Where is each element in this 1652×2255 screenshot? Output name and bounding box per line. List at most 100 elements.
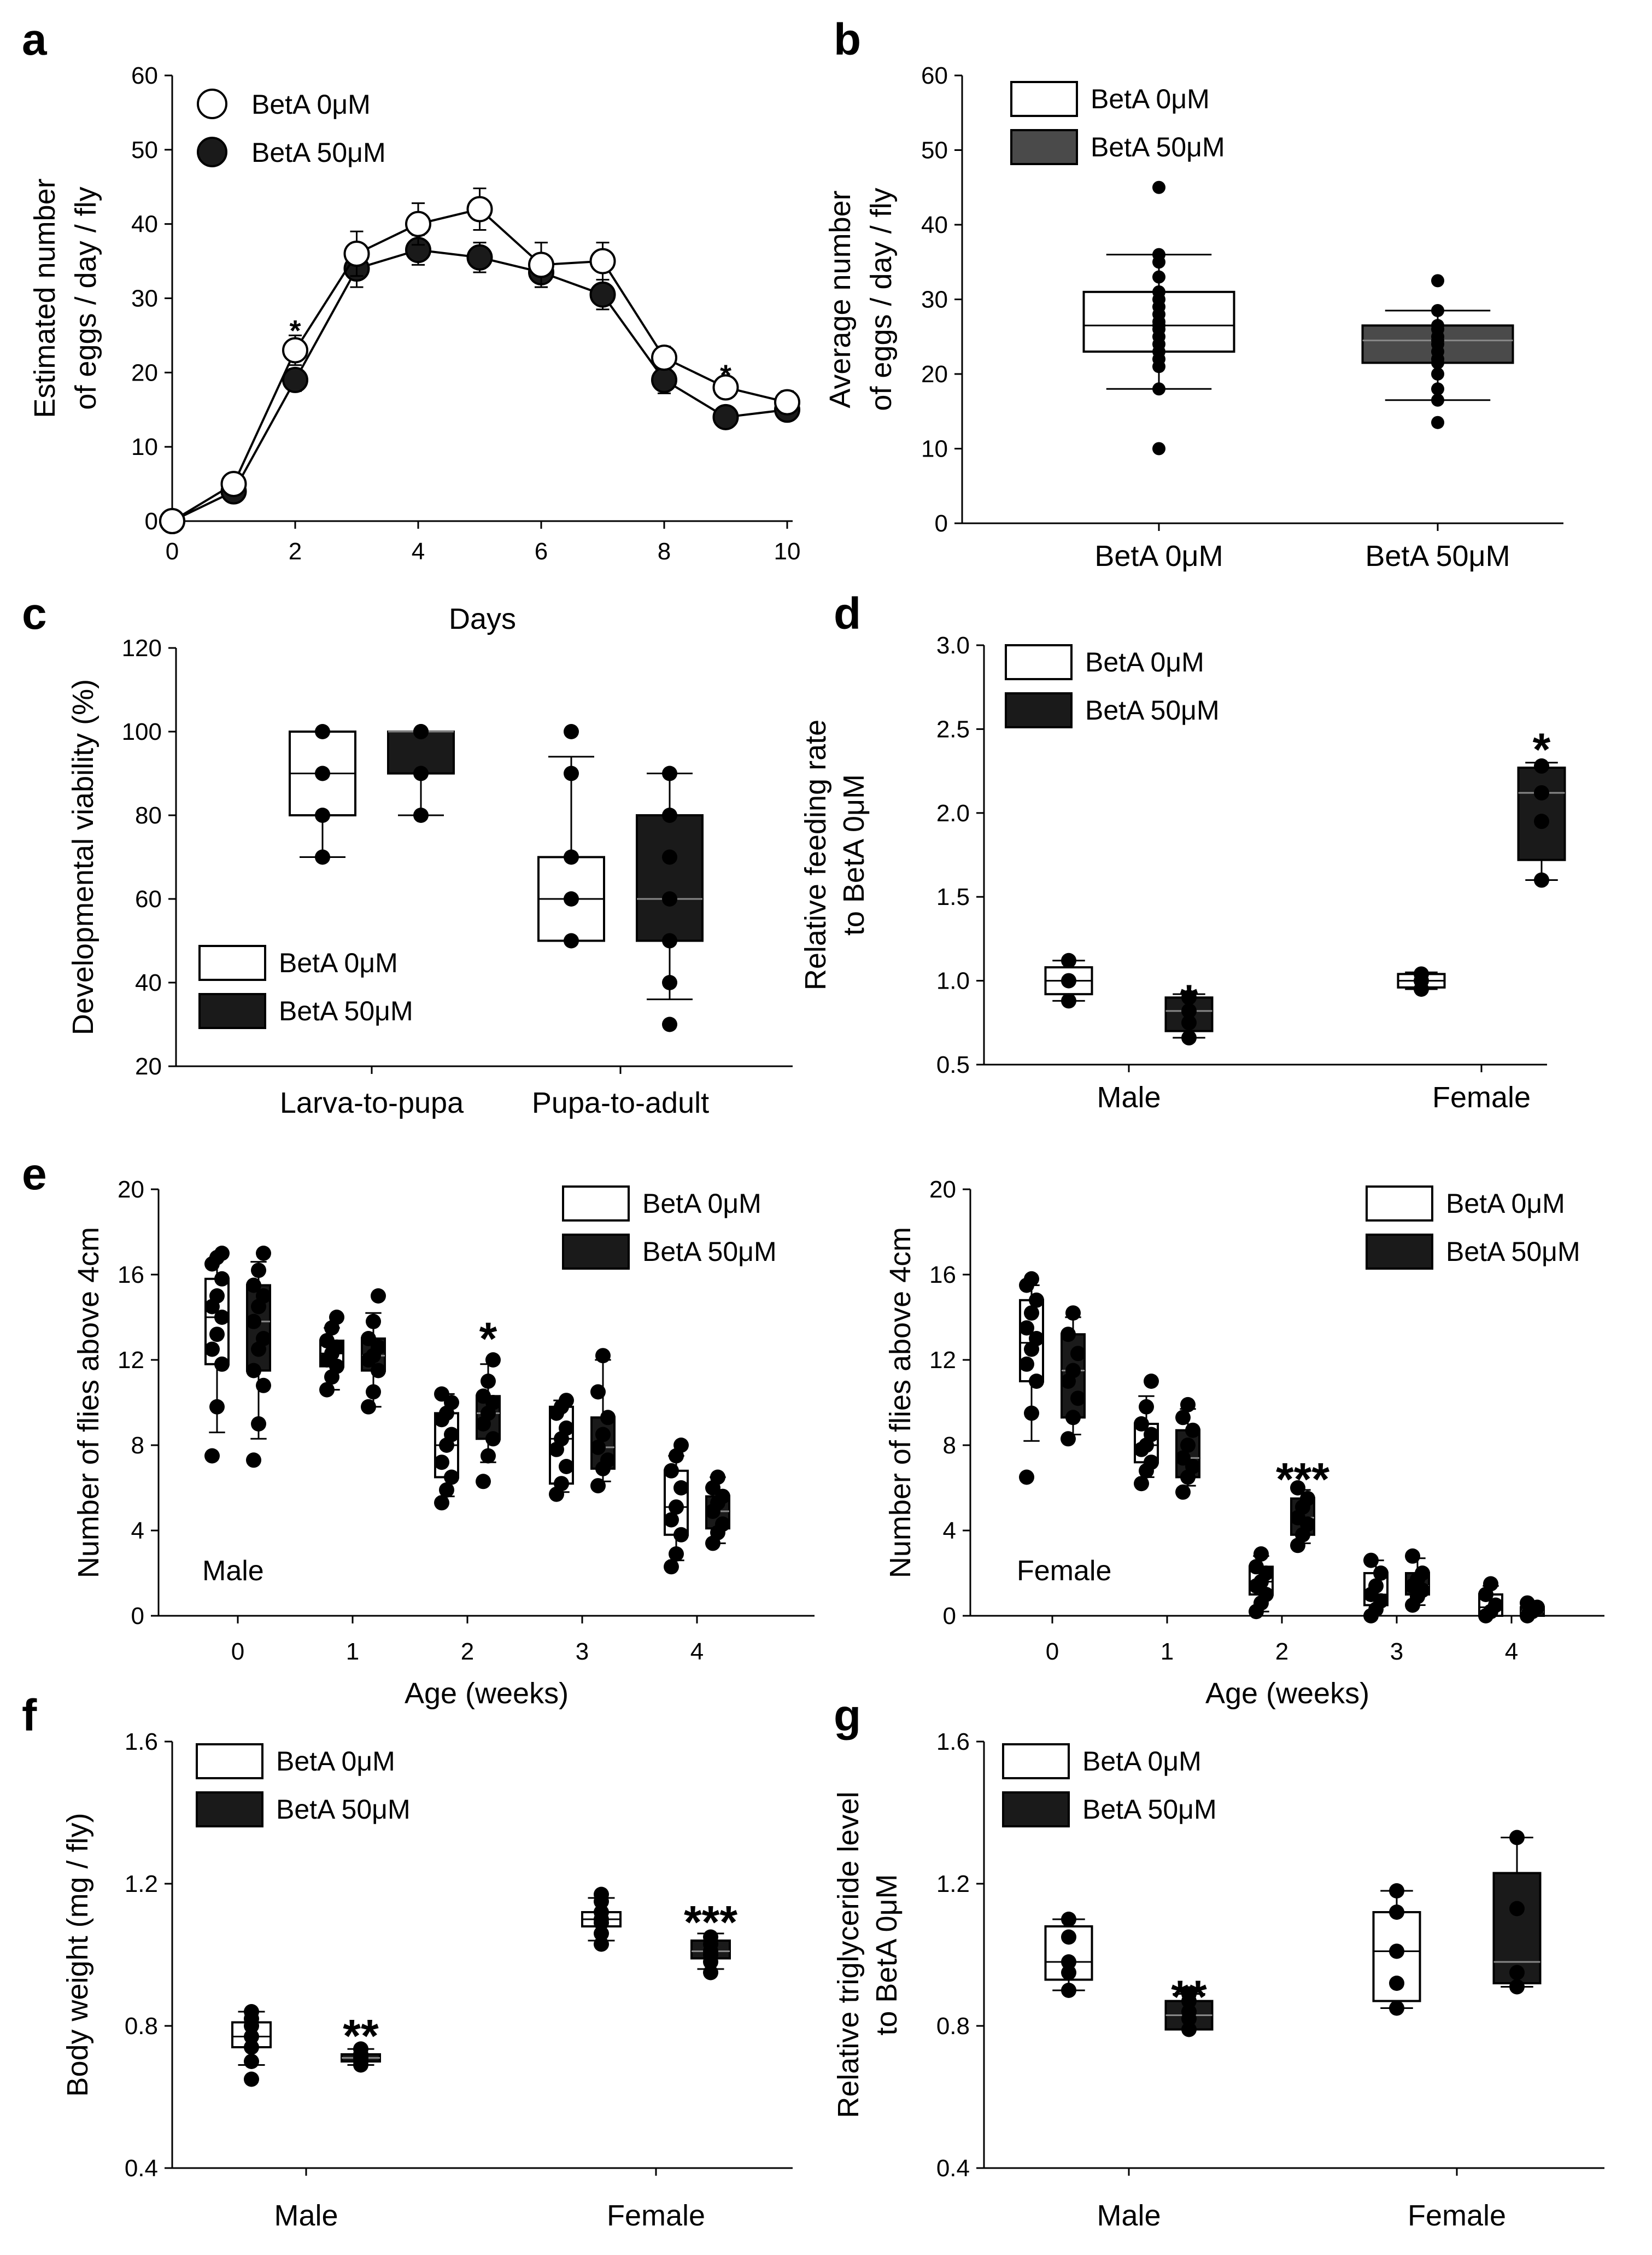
data-point [1488, 1597, 1503, 1613]
y-tick-label: 50 [921, 137, 948, 164]
legend-marker [197, 137, 227, 167]
data-point [712, 374, 739, 401]
x-tick-label: 1 [346, 1638, 359, 1665]
x-axis-label: Days [449, 603, 516, 635]
y-tick-label: 50 [131, 137, 158, 163]
y-axis-label: Relative triglyceride level [832, 1791, 865, 2118]
data-point [1019, 1320, 1034, 1336]
data-point [1144, 1427, 1159, 1442]
x-category-label: BetA 0μM [1094, 540, 1223, 572]
significance-star: * [479, 1313, 497, 1364]
data-point [1152, 248, 1165, 261]
y-tick-label: 8 [943, 1432, 956, 1459]
data-point [710, 1469, 725, 1485]
data-point [1431, 303, 1444, 317]
data-point [1029, 1374, 1044, 1389]
data-point [405, 211, 431, 237]
data-point [712, 404, 739, 430]
data-point [1253, 1546, 1269, 1562]
data-point [244, 2071, 259, 2087]
x-tick-label: 0 [166, 538, 179, 565]
y-tick-label: 16 [118, 1261, 144, 1288]
data-point [589, 281, 616, 308]
data-point [673, 1480, 689, 1495]
data-point [594, 1936, 609, 1952]
data-point [476, 1388, 491, 1404]
data-point [703, 1929, 718, 1945]
data-point [209, 1399, 225, 1415]
data-point [774, 389, 800, 416]
y-tick-label: 1.6 [936, 1728, 970, 1755]
data-point [485, 1431, 501, 1447]
data-point [589, 248, 616, 274]
data-point [1144, 1454, 1159, 1470]
y-tick-label: 0 [145, 508, 158, 535]
data-point [353, 2041, 368, 2057]
legend-label: BetA 0μM [1085, 647, 1204, 677]
data-point [1065, 1363, 1081, 1378]
data-point [256, 1246, 271, 1261]
data-point [590, 1439, 606, 1455]
x-tick-label: 0 [231, 1638, 244, 1665]
panel-letter-c: c [22, 589, 47, 639]
x-tick-label: 10 [774, 538, 801, 565]
legend-label: BetA 0μM [276, 1746, 395, 1777]
data-point [1181, 1030, 1197, 1045]
data-point [564, 766, 579, 781]
legend-label: BetA 0μM [1091, 84, 1210, 114]
data-point [214, 1356, 230, 1372]
data-point [564, 891, 579, 907]
data-point [1373, 1565, 1389, 1581]
data-point [1368, 1578, 1384, 1594]
data-point [528, 252, 554, 278]
y-tick-label: 10 [921, 436, 948, 463]
data-point [1249, 1559, 1264, 1575]
y-axis-label: Number of flies above 4cm [72, 1227, 105, 1578]
legend-label: BetA 50μM [1446, 1236, 1580, 1267]
data-point [282, 337, 308, 364]
x-category-label: Pupa-to-adult [532, 1086, 709, 1119]
data-point [361, 1399, 376, 1415]
significance-star: ** [1171, 1971, 1207, 2023]
data-point [662, 849, 677, 865]
data-point [1061, 953, 1076, 968]
data-point [439, 1482, 454, 1498]
data-point [1509, 1830, 1525, 1845]
data-point [1483, 1576, 1498, 1592]
data-point [595, 1427, 611, 1442]
data-point [1431, 416, 1444, 429]
y-tick-label: 0.4 [125, 2155, 158, 2182]
data-point [1065, 1305, 1081, 1321]
legend-label: BetA 0μM [1446, 1188, 1565, 1219]
data-point [1534, 814, 1549, 829]
panel-letter-f: f [22, 1691, 37, 1740]
legend-swatch [198, 945, 266, 981]
data-point [315, 849, 330, 865]
data-point [1152, 442, 1165, 455]
data-point [1431, 274, 1444, 288]
legend-swatch [1366, 1185, 1433, 1222]
data-point [1024, 1405, 1039, 1421]
data-point [319, 1382, 335, 1398]
panel-f: f 0.4 0.8 1.2 1.6 Body weight (mg / fly) BetA … [22, 1691, 793, 2232]
data-point [1185, 1422, 1200, 1438]
significance-star: * [720, 359, 731, 392]
legend-label: BetA 50μM [1085, 695, 1220, 726]
data-point [319, 1333, 335, 1348]
data-point [1363, 1552, 1379, 1568]
data-point [361, 1331, 376, 1346]
legend-label: BetA 0μM [1082, 1746, 1202, 1777]
box [636, 814, 704, 942]
x-tick-label: 2 [461, 1638, 474, 1665]
data-point [715, 1516, 730, 1532]
data-point [673, 1527, 689, 1543]
data-point [204, 1448, 220, 1464]
data-point [1061, 1929, 1076, 1945]
significance-star: ** [343, 2010, 379, 2061]
data-point [1181, 1003, 1197, 1019]
y-tick-label: 60 [131, 62, 158, 89]
data-point [1019, 1356, 1034, 1372]
data-point [594, 1926, 609, 1941]
